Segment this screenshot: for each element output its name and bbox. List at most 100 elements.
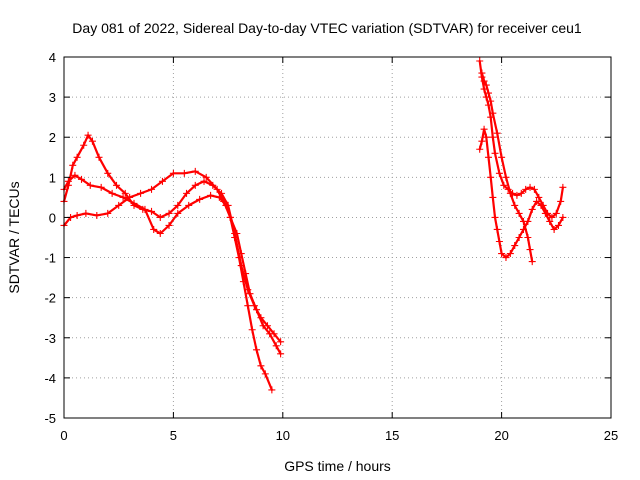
data-point [506,250,514,258]
y-tick-label: -5 [44,411,56,426]
data-point [478,69,486,77]
data-point [174,209,182,217]
data-point [528,205,536,213]
data-point [148,207,156,215]
data-point [506,189,514,197]
data-point [250,302,258,310]
data-point [511,201,519,209]
data-point [119,193,127,201]
data-point [80,141,88,149]
data-point [165,221,173,229]
data-point [113,181,121,189]
x-tick-label: 0 [60,428,67,443]
data-point [248,326,256,334]
data-point [257,314,265,322]
data-point [530,185,538,193]
data-point [498,250,506,258]
data-point [196,195,204,203]
data-point [64,181,72,189]
data-point [207,191,215,199]
data-point [86,181,94,189]
data-point [500,181,508,189]
data-point [502,254,510,262]
data-point [515,234,523,241]
data-point [169,169,177,177]
data-point [548,213,556,221]
data-point [95,153,103,161]
data-point [495,238,503,246]
data-point [93,211,101,219]
data-point [498,153,506,161]
x-axis-label: GPS time / hours [284,458,391,474]
data-point [82,209,90,217]
grid [64,57,611,418]
y-tick-label: -2 [44,291,56,306]
data-point [257,362,265,370]
data-point [519,217,527,225]
data-point [268,386,276,394]
data-point [559,213,567,221]
y-tick-label: 2 [49,130,56,145]
data-point [495,169,503,177]
y-tick-label: 3 [49,90,56,105]
data-point [550,225,558,233]
series-line [480,71,534,263]
data-point [209,181,217,189]
data-point [493,129,501,137]
data-point [491,149,499,157]
data-point [526,183,534,191]
data-point [191,181,199,189]
data-point [202,173,210,181]
data-point [84,131,92,139]
data-point [537,201,545,209]
data-point [484,89,492,97]
axis-ticks [63,56,612,419]
data-point [522,185,530,193]
data-point [526,246,534,254]
data-point [277,338,285,346]
data-point [557,197,565,205]
data-point [533,197,541,205]
data-point [502,173,510,181]
data-point [476,145,484,153]
data-point [480,77,488,85]
data-point [482,81,490,89]
data-point [554,221,562,229]
data-point [484,153,492,161]
data-point [487,173,495,181]
data-point [108,189,116,197]
x-tick-label: 10 [276,428,290,443]
data-point [121,189,129,197]
y-axis-label: SDTVAR / TECUs [6,181,22,293]
data-point [482,133,490,141]
x-tick-label: 15 [385,428,399,443]
y-tick-label: -4 [44,371,56,386]
data-point [552,209,560,217]
plot-area [60,57,567,394]
data-point [270,330,278,338]
data-point [156,229,164,237]
data-point [150,225,158,233]
data-point [489,133,497,141]
data-point [237,262,245,270]
y-tick-label: -3 [44,331,56,346]
data-point [88,137,96,145]
data-point [174,201,182,209]
data-point [541,209,549,217]
data-point [139,205,147,213]
y-tick-label: 1 [49,170,56,185]
data-point [515,209,523,217]
data-point [231,229,239,237]
data-point [104,209,112,217]
data-point [73,153,81,161]
series-arc-e [476,125,567,262]
data-point [524,234,532,241]
data-point [528,258,536,266]
data-point [487,97,495,105]
data-point [253,346,261,354]
y-tick-label: -1 [44,251,56,266]
data-point [180,169,188,177]
data-point [78,175,86,183]
data-point [478,137,486,145]
